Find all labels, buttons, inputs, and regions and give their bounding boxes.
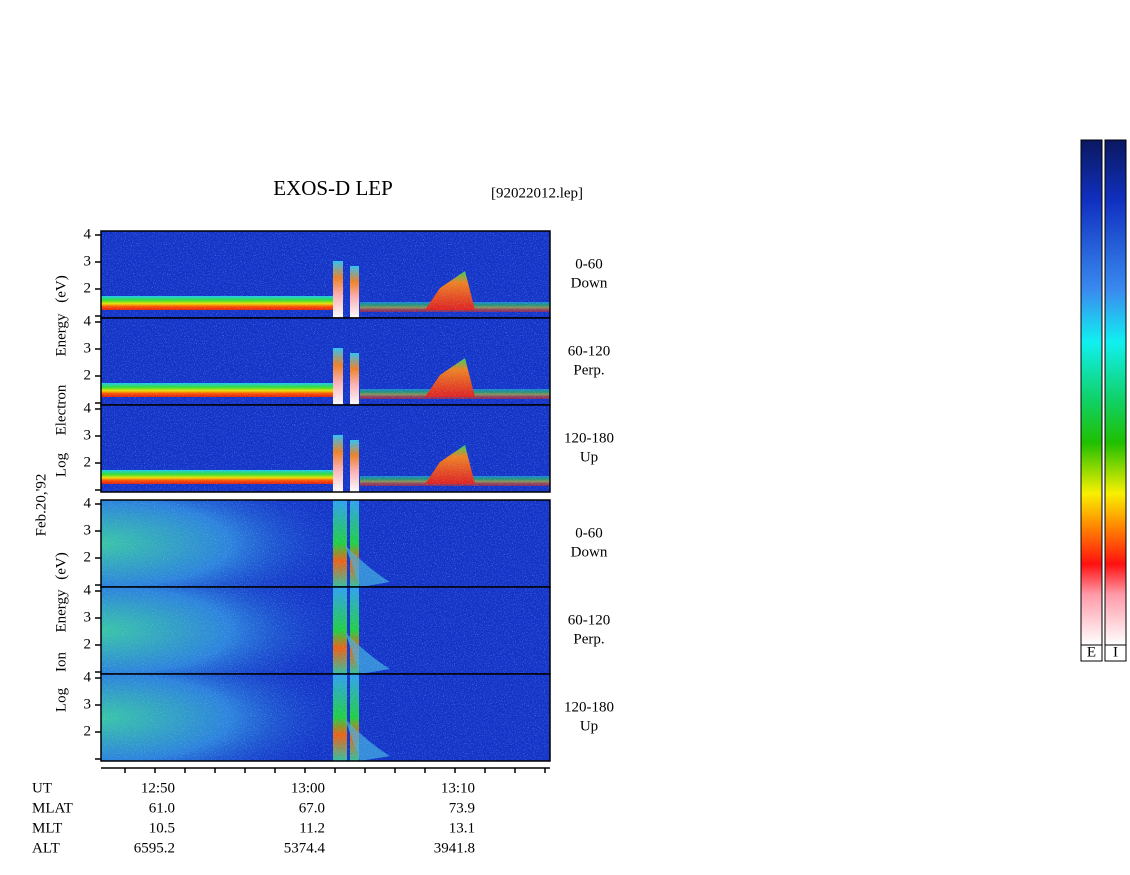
y-tick-label: 4 (84, 669, 92, 685)
y-tick-label: 4 (84, 582, 92, 598)
y-tick-label: 3 (84, 427, 92, 443)
colorbar-label-box (1080, 644, 1103, 662)
y-tick-label: 4 (84, 495, 92, 511)
y-axis-label: Energy (53, 313, 69, 357)
noise (101, 405, 550, 492)
y-axis-label: Electron (53, 384, 69, 435)
y-tick-label: 2 (84, 454, 92, 470)
row-value: 13:00 (291, 780, 325, 796)
y-tick-label: 4 (84, 226, 92, 242)
row-value: 61.0 (149, 800, 175, 816)
row-name: MLAT (32, 800, 73, 816)
direction-label: Down (571, 544, 608, 560)
y-axis-label: Energy (53, 589, 69, 633)
y-tick-label: 3 (84, 522, 92, 538)
row-value: 6595.2 (134, 840, 175, 856)
noise (101, 318, 550, 405)
y-tick-label: 4 (84, 400, 92, 416)
panel-frame (100, 673, 551, 762)
row-value: 5374.4 (284, 840, 326, 856)
y-tick-label: 3 (84, 609, 92, 625)
y-axis-label: Log (53, 687, 69, 712)
noise (101, 587, 550, 674)
y-axis-label: Log (53, 452, 69, 477)
row-value: 10.5 (149, 820, 175, 836)
y-tick-label: 3 (84, 253, 92, 269)
direction-label: Down (571, 275, 608, 291)
colorbar (1080, 139, 1103, 646)
angle-label: 120-180 (564, 430, 614, 446)
row-value: 73.9 (449, 800, 475, 816)
angle-label: 60-120 (568, 343, 611, 359)
y-tick-label: 2 (84, 367, 92, 383)
direction-label: Up (580, 718, 598, 734)
y-tick-label: 3 (84, 340, 92, 356)
title: EXOS-D LEP (273, 176, 393, 200)
noise (101, 674, 550, 761)
direction-label: Up (580, 449, 598, 465)
row-name: UT (32, 780, 52, 796)
y-tick-label: 2 (84, 280, 92, 296)
colorbar-label: E (1087, 644, 1096, 660)
direction-label: Perp. (573, 631, 604, 647)
row-name: MLT (32, 820, 62, 836)
y-tick-label: 2 (84, 636, 92, 652)
row-value: 3941.8 (434, 840, 475, 856)
colorbar (1104, 139, 1127, 646)
y-tick-label: 3 (84, 696, 92, 712)
row-name: ALT (32, 840, 60, 856)
y-axis-label: (eV) (53, 552, 69, 579)
panel-frame (100, 404, 551, 493)
colorbar-label: I (1113, 644, 1118, 660)
y-tick-label: 2 (84, 549, 92, 565)
date: Feb.20,'92 (33, 474, 49, 537)
row-value: 13.1 (449, 820, 475, 836)
row-value: 12:50 (141, 780, 175, 796)
y-tick-label: 2 (84, 723, 92, 739)
colorbar-label-box (1104, 644, 1127, 662)
noise (101, 500, 550, 587)
y-tick-label: 4 (84, 313, 92, 329)
row-value: 13:10 (441, 780, 475, 796)
angle-label: 60-120 (568, 612, 611, 628)
noise (101, 231, 550, 318)
file-name: [92022012.lep] (491, 185, 583, 201)
direction-label: Perp. (573, 362, 604, 378)
y-axis-label: (eV) (53, 275, 69, 302)
angle-label: 0-60 (575, 256, 603, 272)
angle-label: 120-180 (564, 699, 614, 715)
angle-label: 0-60 (575, 525, 603, 541)
y-axis-label: Ion (53, 652, 69, 672)
row-value: 67.0 (299, 800, 325, 816)
row-value: 11.2 (299, 820, 325, 836)
